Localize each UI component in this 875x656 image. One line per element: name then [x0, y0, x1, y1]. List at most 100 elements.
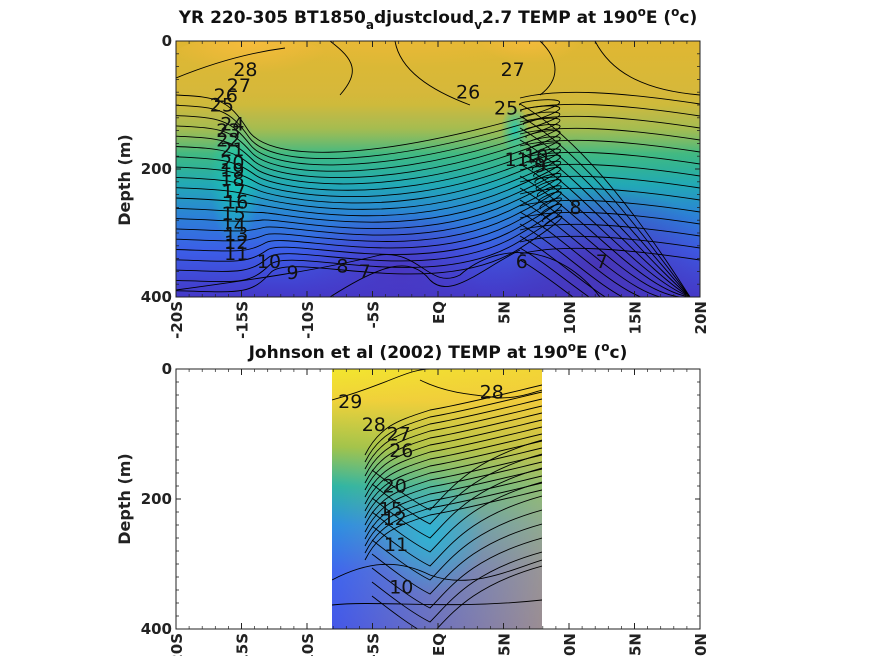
- isotherm-line: [519, 151, 700, 165]
- y-tick-label: 400: [141, 620, 172, 638]
- contour-label: 15: [379, 498, 403, 520]
- isotherm-line: [176, 130, 561, 185]
- chart-1-y-axis-label: Depth (m): [115, 134, 134, 226]
- isotherm-line: [371, 551, 542, 623]
- chart-1-y-ticks: 0 200 400: [141, 32, 700, 306]
- x-tick-label: -10S: [299, 633, 317, 656]
- isotherm-line: [519, 187, 700, 201]
- isotherm-line: [364, 489, 542, 561]
- isotherm-line: [519, 223, 700, 237]
- x-tick-label: 20N: [692, 633, 710, 656]
- isotherm-line: [329, 249, 521, 297]
- contour-label: 23: [216, 120, 240, 142]
- isotherm-line: [364, 454, 542, 526]
- contour-label: 13: [224, 224, 248, 246]
- x-tick-label: EQ: [430, 633, 448, 656]
- panel-2: Johnson et al (2002) TEMP at 190oE (oc) …: [115, 340, 710, 656]
- isotherm-line: [364, 391, 542, 463]
- isotherm-line: [371, 537, 542, 609]
- isotherm-line: [364, 440, 542, 512]
- contour-label: 9: [534, 155, 546, 177]
- chart-1-heatmap: [176, 41, 700, 297]
- isotherm-line: [176, 117, 561, 172]
- x-tick-label: 10N: [561, 633, 579, 656]
- contour-label: 18: [220, 169, 244, 191]
- isotherm-line: [364, 433, 542, 505]
- isotherm-line: [519, 247, 700, 261]
- contour-label: 26: [214, 85, 238, 107]
- isotherm-line: [176, 197, 562, 262]
- isotherm-line: [594, 41, 700, 96]
- isotherm-line: [519, 91, 700, 105]
- isotherm-line: [539, 41, 556, 96]
- x-tick-label: -20S: [168, 301, 186, 339]
- contour-label: 11: [505, 149, 529, 171]
- isotherm-line: [176, 191, 562, 252]
- isotherm-line: [364, 398, 542, 470]
- isotherm-line: [519, 115, 700, 129]
- isotherm-line: [364, 475, 542, 547]
- isotherm-line: [519, 163, 700, 177]
- y-tick-label: 200: [141, 490, 172, 508]
- isotherm-line: [519, 211, 700, 225]
- x-tick-label: -5S: [365, 633, 383, 656]
- contour-label: 25: [210, 94, 234, 116]
- chart-2-y-ticks: 0 200 400: [141, 360, 700, 638]
- isotherm-line: [519, 139, 700, 153]
- isotherm-line: [176, 203, 562, 272]
- isotherm-line: [519, 235, 700, 249]
- isotherm-line: [176, 252, 601, 297]
- x-tick-label: 15N: [627, 301, 645, 334]
- contour-label: 29: [338, 391, 362, 413]
- isotherm-line: [371, 495, 542, 567]
- isotherm-line: [176, 142, 561, 198]
- contour-label: 19: [220, 160, 244, 182]
- isotherm-line: [332, 599, 542, 606]
- isotherm-line: [176, 47, 286, 79]
- x-tick-label: 15N: [627, 633, 645, 656]
- contour-label: 22: [216, 130, 240, 152]
- contour-label: 8: [336, 256, 348, 278]
- contour-label: 9: [287, 262, 299, 284]
- isotherm-line: [364, 412, 542, 484]
- isotherm-line: [371, 467, 542, 539]
- isotherm-line: [419, 379, 542, 399]
- isotherm-line: [519, 247, 690, 297]
- contour-label: 7: [596, 251, 608, 273]
- isotherm-line: [332, 559, 542, 581]
- x-tick-label: 20N: [692, 301, 710, 334]
- y-tick-label: 200: [141, 160, 172, 178]
- contour-label: 26: [389, 440, 413, 462]
- y-tick-label: 400: [141, 288, 172, 306]
- isotherm-line: [176, 148, 561, 204]
- isotherm-line: [176, 154, 562, 210]
- x-tick-label: 5N: [496, 301, 514, 324]
- isotherm-line: [519, 115, 691, 297]
- contour-label: 28: [362, 414, 386, 436]
- isotherm-line: [371, 509, 542, 581]
- y-tick-label: 0: [162, 32, 172, 50]
- x-tick-label: EQ: [430, 301, 448, 324]
- isotherm-line: [364, 461, 542, 533]
- chart-2-heatmap: [332, 369, 542, 629]
- contour-label: 11: [384, 534, 408, 556]
- contour-label: 21: [220, 139, 244, 161]
- x-tick-label: -20S: [168, 633, 186, 656]
- isotherm-line: [519, 259, 690, 297]
- isotherm-line: [364, 405, 542, 477]
- isotherm-line: [364, 468, 542, 540]
- contour-label: 10: [389, 576, 413, 598]
- isotherm-line: [364, 447, 542, 519]
- isotherm-line: [519, 199, 700, 213]
- contour-label: 12: [224, 232, 248, 254]
- contour-label: 27: [387, 424, 411, 446]
- isotherm-line: [176, 160, 562, 217]
- isotherm-line: [176, 104, 561, 160]
- isotherm-line: [371, 565, 542, 629]
- isotherm-line: [519, 103, 700, 117]
- contour-label: 28: [480, 381, 504, 403]
- contour-label: 11: [224, 243, 248, 265]
- contour-label: 6: [516, 251, 528, 273]
- isotherm-line: [176, 209, 562, 283]
